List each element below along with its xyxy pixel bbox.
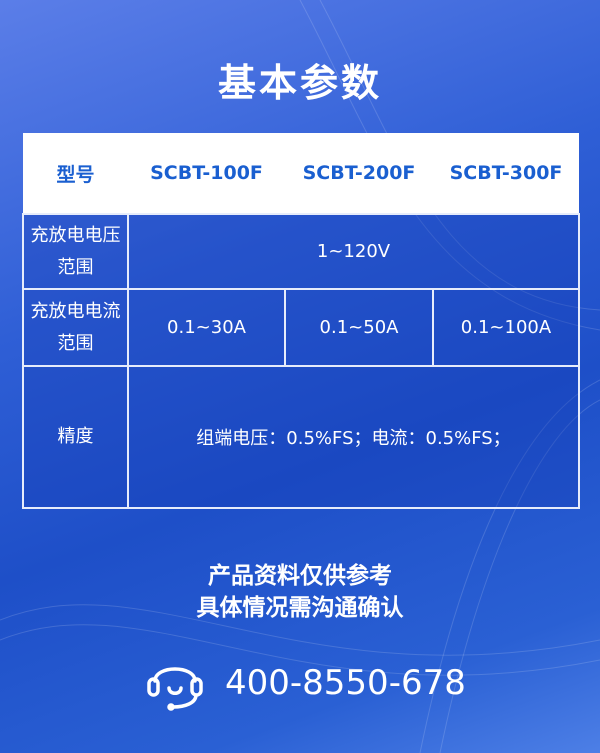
- current-value: 0.1~100A: [432, 288, 580, 367]
- table-row-current: 充放电电流范围 0.1~30A 0.1~50A 0.1~100A: [22, 288, 580, 367]
- spec-table: 型号 SCBT-100F SCBT-200F SCBT-300F 充放电电压范围…: [22, 133, 580, 509]
- headset-icon: [147, 667, 203, 711]
- header-scbt-100f: SCBT-100F: [128, 133, 285, 214]
- contact-phone: 400-8550-678: [145, 655, 466, 711]
- disclaimer: 产品资料仅供参考 具体情况需沟通确认: [0, 560, 600, 624]
- accuracy-label: 精度: [22, 365, 129, 509]
- current-value: 0.1~50A: [284, 288, 434, 367]
- disclaimer-line-2: 具体情况需沟通确认: [196, 595, 404, 621]
- header-model: 型号: [23, 133, 128, 214]
- table-header-row: 型号 SCBT-100F SCBT-200F SCBT-300F: [23, 133, 579, 214]
- header-scbt-200f: SCBT-200F: [285, 133, 433, 214]
- accuracy-value: 组端电压：0.5%FS；电流：0.5%FS；: [127, 365, 580, 509]
- voltage-label: 充放电电压范围: [22, 213, 129, 290]
- current-value: 0.1~30A: [127, 288, 286, 367]
- table-row-accuracy: 精度 组端电压：0.5%FS；电流：0.5%FS；: [22, 365, 580, 509]
- header-scbt-300f: SCBT-300F: [433, 133, 579, 214]
- page-title: 基本参数: [217, 61, 382, 105]
- current-label: 充放电电流范围: [22, 288, 129, 367]
- voltage-value: 1~120V: [127, 213, 580, 290]
- disclaimer-line-1: 产品资料仅供参考: [208, 563, 392, 589]
- phone-number: 400-8550-678: [225, 663, 466, 703]
- table-row-voltage: 充放电电压范围 1~120V: [22, 213, 580, 290]
